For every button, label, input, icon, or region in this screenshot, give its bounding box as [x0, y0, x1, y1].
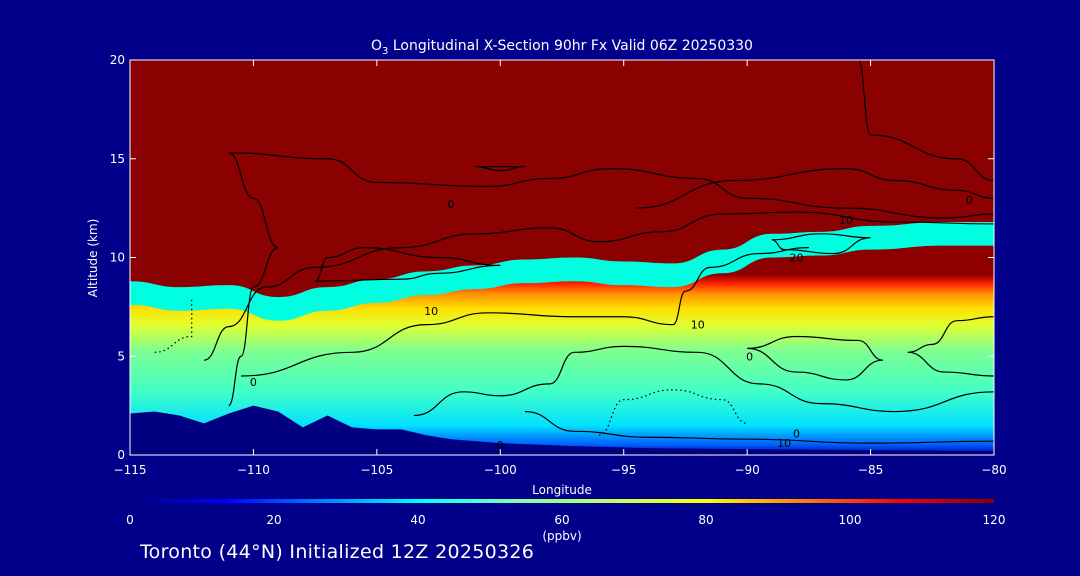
stratosphere-field: [130, 60, 994, 297]
colorbar-tick-label: 20: [266, 513, 281, 527]
contour-line: [907, 316, 994, 377]
colorbar-tick-label: 120: [983, 513, 1006, 527]
x-tick-label: −115: [114, 463, 147, 477]
y-tick-label: 15: [110, 152, 125, 166]
terrain: [130, 405, 994, 455]
colorbar-tick-label: 0: [126, 513, 134, 527]
contour-label: 10: [691, 319, 705, 332]
contour-line: [241, 247, 809, 377]
footer-init-info: Toronto (44°N) Initialized 12Z 20250326: [140, 541, 535, 563]
chart-title: O3 Longitudinal X-Section 90hr Fx Valid …: [371, 38, 753, 57]
contour-line: [771, 233, 871, 255]
colorbar: [130, 499, 994, 503]
contour-label: 0: [447, 198, 454, 211]
x-tick-label: −85: [858, 463, 883, 477]
y-axis: 0 5 10 15 20: [110, 53, 994, 462]
contour-label: 0: [122, 232, 129, 245]
contour-line-dotted: [154, 297, 193, 353]
x-tick-label: −100: [484, 463, 517, 477]
colorbar-tick-label: 100: [839, 513, 862, 527]
contour-label: 0: [966, 194, 973, 207]
contour-label: 20: [790, 252, 804, 265]
x-axis-label: Longitude: [532, 483, 592, 497]
title-prefix: O: [371, 38, 382, 54]
contour-line: [314, 247, 501, 282]
contour-label: 0: [497, 439, 504, 452]
title-subscript: 3: [382, 46, 388, 57]
x-tick-label: −105: [360, 463, 393, 477]
contour-lines: [154, 60, 994, 444]
x-tick-label: −95: [611, 463, 636, 477]
x-tick-label: −90: [734, 463, 759, 477]
y-tick-label: 20: [110, 53, 125, 67]
y-tick-label: 0: [117, 448, 125, 462]
y-tick-label: 10: [110, 251, 125, 265]
contour-label: 10: [839, 214, 853, 227]
colorbar-unit-label: (ppbv): [542, 529, 581, 543]
ozone-mid-field: [130, 245, 994, 455]
y-axis-label: Altitude (km): [86, 219, 100, 298]
colorbar-ticks: 0 20 40 60 80 100 120: [126, 513, 1005, 527]
contour-line: [203, 211, 994, 361]
contour-label: 0: [746, 350, 753, 363]
x-tick-label: −80: [981, 463, 1006, 477]
colorbar-tick-label: 40: [410, 513, 425, 527]
contour-line: [524, 410, 994, 444]
contour-line: [747, 335, 883, 381]
contour-label: 10: [777, 437, 791, 450]
x-tick-label: −110: [237, 463, 270, 477]
y-tick-label: 5: [117, 349, 125, 363]
colorbar-tick-label: 80: [698, 513, 713, 527]
contour-line: [857, 60, 994, 182]
contour-line: [475, 166, 525, 172]
contour-line: [228, 152, 994, 407]
contour-label: 0: [250, 376, 257, 389]
title-rest: Longitudinal X-Section 90hr Fx Valid 06Z…: [388, 38, 753, 54]
colorbar-tick-label: 60: [554, 513, 569, 527]
contour-line: [636, 168, 994, 209]
contour-line: [413, 345, 994, 417]
x-axis: −115 −110 −105 −100 −95 −90 −85 −80: [114, 60, 1007, 477]
contour-label: 0: [793, 427, 800, 440]
contour-label: 10: [424, 305, 438, 318]
